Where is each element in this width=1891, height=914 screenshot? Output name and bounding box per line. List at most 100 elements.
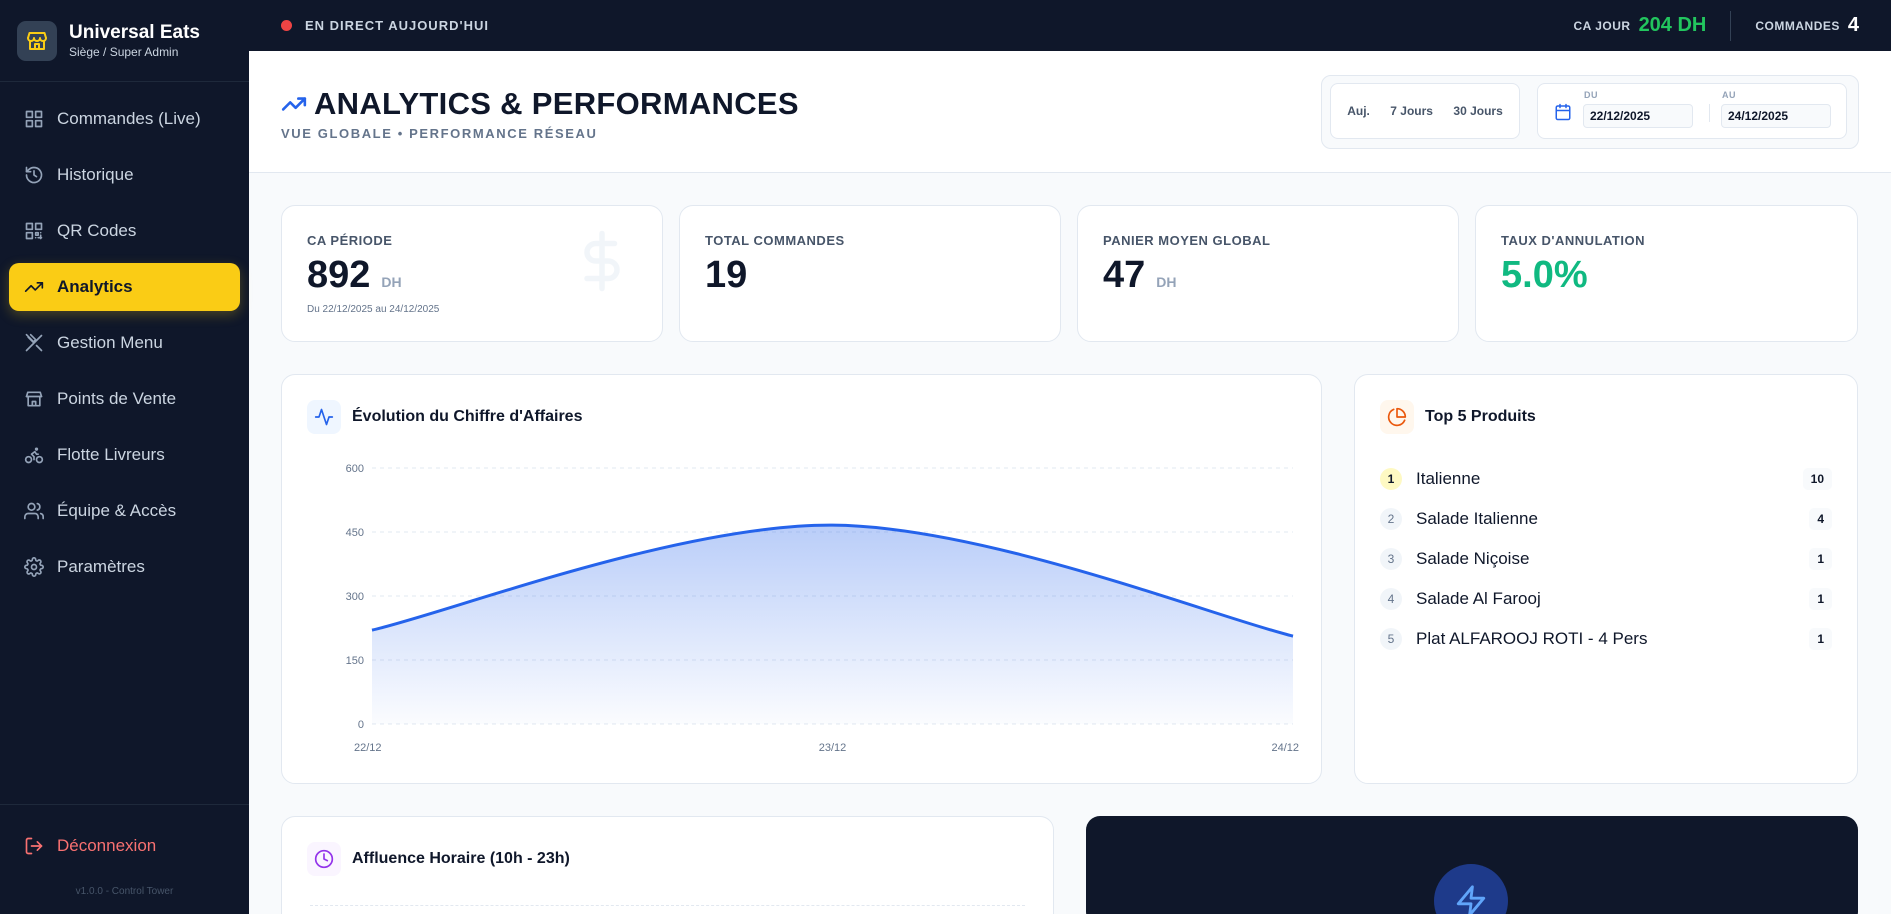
dark-insight-card	[1086, 816, 1858, 914]
sidebar-item-historique[interactable]: Historique	[9, 151, 240, 199]
ca-jour-value: 204 DH	[1638, 14, 1707, 36]
product-rank: 4	[1380, 588, 1402, 610]
top-bar: EN DIRECT AUJOURD'HUI CA JOUR 204 DH COM…	[249, 0, 1891, 51]
ca-jour-label: CA JOUR	[1573, 18, 1631, 33]
kpi-card-total-commandes: TOTAL COMMANDES 19	[679, 205, 1061, 342]
kpi-card-panier-moyen: PANIER MOYEN GLOBAL 47 DH	[1077, 205, 1459, 342]
sidebar-item-label: Flotte Livreurs	[57, 445, 165, 464]
y-tick-label: 450	[346, 527, 364, 539]
product-count: 1	[1809, 628, 1832, 650]
version-text: v1.0.0 - Control Tower	[75, 886, 174, 897]
product-count: 1	[1809, 588, 1832, 610]
hourly-traffic-title: Affluence Horaire (10h - 23h)	[352, 850, 570, 867]
date-range-picker: DU 22/12/2025 AU 24/12/2025	[1537, 83, 1847, 139]
x-tick-label: 23/12	[819, 742, 847, 754]
kpi-value: 47	[1103, 254, 1146, 296]
date-to-input[interactable]: 24/12/2025	[1721, 104, 1831, 128]
page-header: ANALYTICS & PERFORMANCES VUE GLOBALE • P…	[249, 51, 1891, 173]
product-row: 4 Salade Al Farooj 1	[1380, 579, 1832, 619]
dollar-icon	[584, 230, 620, 292]
date-filter-panel: Auj. 7 Jours 30 Jours DU 22/12/2025 AU 2…	[1321, 75, 1859, 149]
product-row: 1 Italienne 10	[1380, 459, 1832, 499]
date-to-label: AU	[1722, 90, 1736, 100]
sidebar-item-analytics[interactable]: Analytics	[9, 263, 240, 311]
sidebar-item-commandes-live[interactable]: Commandes (Live)	[9, 95, 240, 143]
revenue-area-chart: 600 450 300 150 0 22/12 23/12 24/12	[346, 463, 1299, 754]
logout-label: Déconnexion	[57, 836, 157, 855]
kpi-card-ca-periode: CA PÉRIODE 892 DH Du 22/12/2025 au 24/12…	[281, 205, 663, 342]
product-row: 2 Salade Italienne 4	[1380, 499, 1832, 539]
sidebar-item-label: Gestion Menu	[57, 333, 163, 352]
sidebar-item-parametres[interactable]: Paramètres	[9, 543, 240, 591]
bike-icon	[24, 447, 44, 464]
product-name: Salade Italienne	[1416, 509, 1538, 528]
grid-icon	[25, 110, 43, 128]
logout-icon	[25, 837, 43, 855]
brand: Universal Eats Siège / Super Admin	[0, 0, 249, 82]
sidebar-item-label: QR Codes	[57, 221, 137, 240]
qr-icon	[25, 222, 43, 240]
gridline	[310, 905, 1025, 906]
y-tick-label: 300	[346, 591, 364, 603]
activity-icon	[307, 400, 341, 434]
history-icon	[25, 166, 43, 184]
kpi-value: 892	[307, 254, 371, 296]
filter-today-button[interactable]: Auj.	[1347, 104, 1370, 118]
product-name: Salade Al Farooj	[1416, 589, 1541, 608]
brand-name: Universal Eats	[69, 22, 200, 43]
date-from-label: DU	[1584, 90, 1598, 100]
product-count: 10	[1802, 468, 1832, 490]
y-tick-label: 0	[358, 719, 364, 731]
product-rank: 3	[1380, 548, 1402, 570]
sidebar-item-equipe-acces[interactable]: Équipe & Accès	[9, 487, 240, 535]
utensils-icon	[25, 333, 43, 352]
kpi-card-taux-annulation: TAUX D'ANNULATION 5.0%	[1475, 205, 1858, 342]
revenue-area-fill	[372, 525, 1293, 724]
sidebar-item-label: Historique	[57, 165, 134, 184]
sidebar-item-points-de-vente[interactable]: Points de Vente	[9, 375, 240, 423]
trending-up-icon	[281, 97, 307, 111]
product-rank: 1	[1380, 468, 1402, 490]
hourly-traffic-card: Affluence Horaire (10h - 23h)	[281, 816, 1054, 914]
kpi-unit: DH	[381, 274, 402, 290]
divider	[1730, 10, 1732, 41]
top-products-title: Top 5 Produits	[1425, 408, 1536, 425]
sidebar-item-qr-codes[interactable]: QR Codes	[9, 207, 240, 255]
date-from-input[interactable]: 22/12/2025	[1583, 104, 1693, 128]
top-products-card: Top 5 Produits 1 Italienne 10 2 Salade Itali…	[1354, 374, 1858, 784]
sidebar-item-label: Analytics	[57, 277, 133, 296]
chart-title: Évolution du Chiffre d'Affaires	[352, 408, 583, 425]
product-count: 1	[1809, 548, 1832, 570]
kpi-period-note: Du 22/12/2025 au 24/12/2025	[307, 304, 440, 315]
product-name: Plat ALFAROOJ ROTI - 4 Pers	[1416, 629, 1648, 648]
trending-up-icon	[24, 282, 44, 292]
sidebar-footer: Déconnexion	[0, 804, 249, 887]
sidebar-item-gestion-menu[interactable]: Gestion Menu	[9, 319, 240, 367]
sidebar-item-flotte-livreurs[interactable]: Flotte Livreurs	[9, 431, 240, 479]
product-name: Salade Niçoise	[1416, 549, 1530, 568]
live-indicator-dot	[281, 20, 292, 31]
filter-7-days-button[interactable]: 7 Jours	[1390, 104, 1433, 118]
brand-subtitle: Siège / Super Admin	[69, 45, 179, 59]
product-count: 4	[1809, 508, 1832, 530]
revenue-series-line	[371, 523, 1294, 638]
kpi-unit: DH	[1156, 274, 1177, 290]
sidebar-item-label: Points de Vente	[57, 389, 177, 408]
logout-button[interactable]: Déconnexion	[0, 805, 249, 887]
sidebar: Universal Eats Siège / Super Admin Comma…	[0, 0, 249, 914]
zap-icon	[1434, 864, 1508, 914]
quick-range-filters: Auj. 7 Jours 30 Jours	[1330, 83, 1520, 139]
y-tick-label: 600	[346, 463, 364, 475]
product-rank: 5	[1380, 628, 1402, 650]
sidebar-item-label: Commandes (Live)	[57, 109, 201, 128]
product-name: Italienne	[1416, 469, 1481, 488]
kpi-label: CA PÉRIODE	[307, 233, 393, 248]
pie-chart-icon	[1380, 400, 1414, 434]
product-row: 5 Plat ALFAROOJ ROTI - 4 Pers 1	[1380, 619, 1832, 659]
x-tick-label: 22/12	[354, 742, 382, 754]
top-products-list: 1 Italienne 10 2 Salade Italienne 4 3 Salade Ni…	[1380, 459, 1832, 659]
filter-30-days-button[interactable]: 30 Jours	[1453, 104, 1503, 118]
product-row: 3 Salade Niçoise 1	[1380, 539, 1832, 579]
orders-today-label: COMMANDES	[1755, 18, 1840, 33]
calendar-icon	[1555, 103, 1571, 121]
